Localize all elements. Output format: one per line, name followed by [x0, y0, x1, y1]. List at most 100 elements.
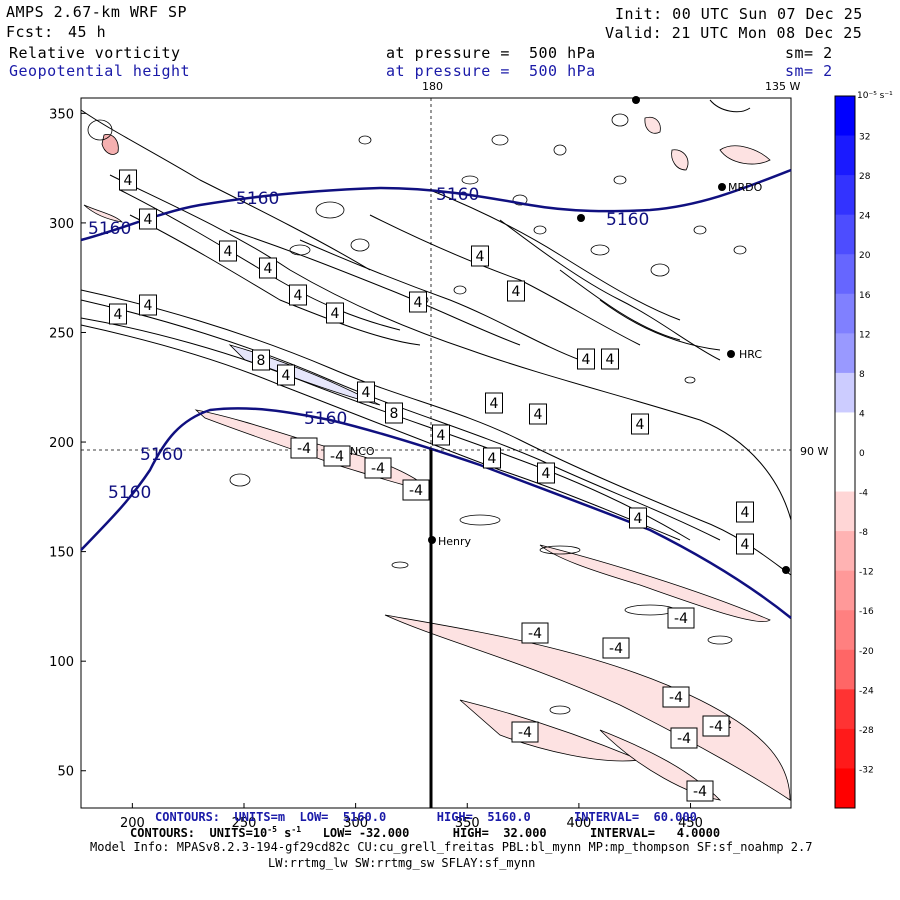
lon-label-135w: 135 W: [765, 80, 800, 93]
height-label: 5160: [304, 409, 347, 429]
vorticity-label: 4: [606, 352, 615, 368]
colorbar-segment: [835, 214, 855, 255]
x-tick-label: 400: [566, 816, 591, 831]
vorticity-contours: [80, 99, 792, 576]
vorticity-label-box: [219, 240, 237, 262]
station-dot-mrdo: [718, 183, 726, 191]
colorbar-segment: [835, 175, 855, 216]
vorticity-label: -4: [609, 641, 623, 657]
vorticity-label: 4: [124, 173, 133, 189]
station-dot-north: [577, 214, 585, 222]
vorticity-label-box: [529, 403, 547, 425]
colorbar-segment: [835, 452, 855, 493]
vorticity-label-box: [357, 381, 375, 403]
x-tick-label: 250: [232, 816, 257, 831]
vorticity-label-box: [629, 507, 647, 529]
vorticity-label-box: [432, 424, 450, 446]
vorticity-label: -4: [409, 483, 423, 499]
vorticity-label-box: [736, 501, 754, 523]
colorbar-segment: [835, 768, 855, 809]
vorticity-label: -4: [669, 690, 683, 706]
station-dot-henry: [428, 536, 436, 544]
vorticity-label-box: [670, 727, 698, 749]
colorbar-tick-label: 32: [859, 133, 870, 143]
colorbar: 32 28 24 20 16 12 8 4 0 -4 -8 -12 -16 -20 -24 -28 -32: [834, 95, 874, 809]
y-tick-label: 100: [49, 655, 74, 670]
vorticity-label-box: [109, 303, 127, 325]
colorbar-tick-label: 20: [859, 251, 871, 261]
vorticity-label: -4: [674, 611, 688, 627]
colorbar-tick-label: 0: [859, 449, 865, 459]
colorbar-segment: [835, 412, 855, 453]
height-label: 5160: [606, 210, 649, 230]
colorbar-segment: [835, 293, 855, 334]
vorticity-label: 4: [636, 417, 645, 433]
y-tick-label: 300: [49, 217, 74, 232]
height-label: 5160: [236, 189, 279, 209]
colorbar-segment: [835, 491, 855, 532]
station-label-henry: Henry: [438, 535, 472, 548]
colorbar-units: 10⁻⁵ s⁻¹: [857, 91, 893, 101]
init-time: Init: 00 UTC Sun 07 Dec 25: [615, 5, 863, 23]
height-label: 5160: [140, 445, 183, 465]
footer-model-info-2: LW:rrtmg_lw SW:rrtmg_sw SFLAY:sf_mynn: [268, 856, 536, 870]
colorbar-segment: [835, 96, 855, 137]
vorticity-label: 4: [512, 284, 521, 300]
colorbar-segment: [835, 333, 855, 374]
vorticity-label: -4: [528, 626, 542, 642]
vorticity-label: -4: [518, 725, 532, 741]
field2-name: Geopotential height: [9, 62, 191, 80]
colorbar-tick-label: 16: [859, 291, 871, 301]
vorticity-label: 4: [114, 307, 123, 323]
vorticity-label: 4: [362, 385, 371, 401]
vorticity-label-box: [252, 349, 270, 371]
colorbar-tick-label: 12: [859, 330, 870, 340]
lon-label-90w: 90 W: [800, 445, 828, 458]
vorticity-label: 4: [476, 249, 485, 265]
station-dot-edge: [782, 566, 790, 574]
field1-smoothing: sm= 2: [785, 44, 833, 62]
vorticity-label: 8: [257, 353, 266, 369]
vorticity-label: -4: [693, 784, 707, 800]
vorticity-label-box: [686, 780, 714, 802]
vorticity-label-box: [139, 294, 157, 316]
vorticity-label-box: [483, 447, 501, 469]
colorbar-segment: [835, 570, 855, 611]
vorticity-label-box: [409, 291, 427, 313]
vorticity-label: 4: [534, 407, 543, 423]
x-tick-label: 200: [120, 816, 145, 831]
vorticity-label-box: [323, 445, 351, 467]
vorticity-label: -4: [330, 449, 344, 465]
vorticity-label: 4: [294, 288, 303, 304]
colorbar-segment: [835, 372, 855, 413]
y-tick-label: 50: [57, 765, 74, 780]
y-tick-label: 150: [49, 546, 74, 561]
vorticity-label: 4: [437, 428, 446, 444]
colorbar-tick-label: -24: [859, 686, 874, 696]
field1-name: Relative vorticity: [9, 44, 181, 62]
field1-level: at pressure = 500 hPa: [386, 44, 596, 62]
vorticity-label-box: [485, 392, 503, 414]
colorbar-segment: [835, 689, 855, 730]
vorticity-label-box: [139, 208, 157, 230]
vorticity-label-box: [289, 284, 307, 306]
axis-ticks: [81, 112, 692, 808]
y-tick-label: 250: [49, 326, 74, 341]
vorticity-label: 8: [390, 406, 399, 422]
station-dot-hrc: [727, 350, 735, 358]
colorbar-frame: [834, 95, 856, 809]
station-dot-top: [632, 96, 640, 104]
vorticity-label: 4: [488, 451, 497, 467]
vorticity-label: 4: [282, 368, 291, 384]
y-tick-label: 350: [49, 107, 74, 122]
forecast-label: Fcst:: [6, 23, 54, 41]
vorticity-label: -4: [297, 441, 311, 457]
vorticity-label-box: [259, 257, 277, 279]
colorbar-segment: [835, 610, 855, 651]
colorbar-tick-label: 4: [859, 409, 865, 419]
vorticity-label-box: [537, 462, 555, 484]
x-tick-label: 450: [678, 816, 703, 831]
vorticity-label-box: [736, 533, 754, 555]
vorticity-label: -4: [709, 719, 723, 735]
